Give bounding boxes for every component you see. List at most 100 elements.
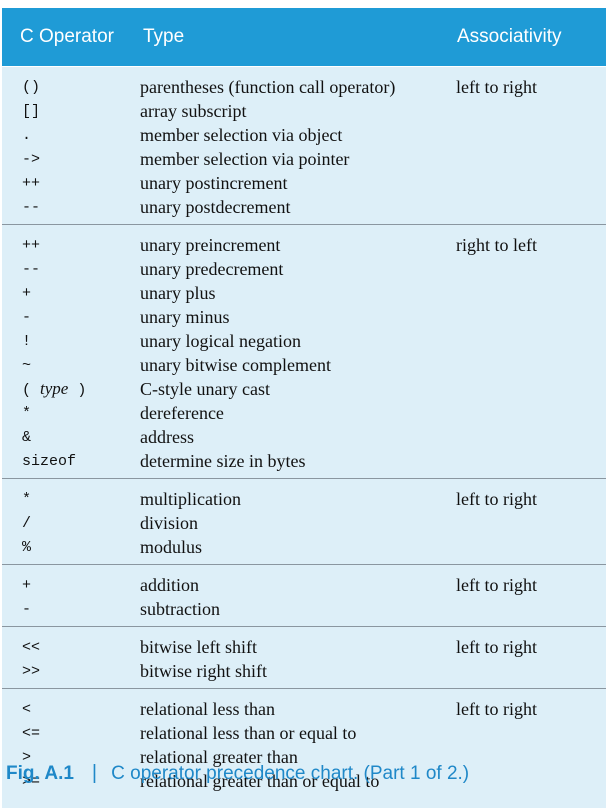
- type-cell: multiplication: [140, 488, 241, 509]
- table-row: / division: [2, 511, 606, 535]
- table-row: ++ unary preincrement right to left: [2, 233, 606, 257]
- type-cell: division: [140, 512, 199, 533]
- cast-type-placeholder: type: [40, 379, 69, 398]
- table-row: + addition left to right: [2, 573, 606, 597]
- operator-group: < relational less than left to right <= …: [2, 689, 606, 798]
- table-row: <= relational less than or equal to: [2, 721, 606, 745]
- type-cell: member selection via pointer: [140, 148, 350, 169]
- header-c-operator: C Operator: [20, 26, 114, 47]
- operator-cell: --: [22, 198, 41, 216]
- type-cell: addition: [140, 574, 199, 595]
- table-row: * multiplication left to right: [2, 487, 606, 511]
- operator-cell: /: [22, 514, 32, 532]
- table-row: ( type ) C-style unary cast: [2, 377, 606, 401]
- operator-cell: <: [22, 700, 32, 718]
- type-cell: relational greater than or equal to: [140, 770, 380, 791]
- type-cell: bitwise left shift: [140, 636, 257, 657]
- table-row: < relational less than left to right: [2, 697, 606, 721]
- operator-cell: (): [22, 78, 41, 96]
- operator-cell: .: [22, 126, 32, 144]
- caption-separator: |: [91, 762, 98, 784]
- associativity-cell: left to right: [456, 76, 537, 97]
- type-cell: unary logical negation: [140, 330, 301, 351]
- operator-cell: []: [22, 102, 41, 120]
- operator-cell: >>: [22, 662, 41, 680]
- cast-open-paren: (: [22, 382, 41, 399]
- table-row: * dereference: [2, 401, 606, 425]
- operator-cell: -: [22, 308, 32, 326]
- type-cell: bitwise right shift: [140, 660, 267, 681]
- type-cell: C-style unary cast: [140, 378, 270, 399]
- operator-group: + addition left to right - subtraction: [2, 565, 606, 627]
- figure-caption: Fig. A.1 | C operator precedence chart. …: [6, 762, 469, 785]
- type-cell: subtraction: [140, 598, 220, 619]
- type-cell: relational less than or equal to: [140, 722, 357, 743]
- table-row: ! unary logical negation: [2, 329, 606, 353]
- table-row: >= relational greater than or equal to: [2, 769, 606, 793]
- type-cell: unary postdecrement: [140, 196, 291, 217]
- type-cell: relational greater than: [140, 746, 298, 767]
- type-cell: unary minus: [140, 306, 230, 327]
- table-row: -> member selection via pointer: [2, 147, 606, 171]
- associativity-cell: right to left: [456, 234, 537, 255]
- operator-cell: <<: [22, 638, 41, 656]
- type-cell: modulus: [140, 536, 203, 557]
- type-cell: relational less than: [140, 698, 275, 719]
- table-row: . member selection via object: [2, 123, 606, 147]
- operator-cell: <=: [22, 724, 41, 742]
- table-row: - subtraction: [2, 597, 606, 621]
- table-row: ~ unary bitwise complement: [2, 353, 606, 377]
- caption-text: C operator precedence chart. (Part 1 of …: [111, 762, 470, 784]
- operator-cell: ->: [22, 150, 41, 168]
- type-cell: array subscript: [140, 100, 247, 121]
- associativity-cell: left to right: [456, 636, 537, 657]
- operator-cell: !: [22, 332, 32, 350]
- table-row: << bitwise left shift left to right: [2, 635, 606, 659]
- cast-close-paren: ): [68, 382, 87, 399]
- table-row: >> bitwise right shift: [2, 659, 606, 683]
- table-row: ++ unary postincrement: [2, 171, 606, 195]
- operator-cell: ( type ): [2, 379, 140, 399]
- type-cell: dereference: [140, 402, 224, 423]
- table-row: [] array subscript: [2, 99, 606, 123]
- table-row: -- unary postdecrement: [2, 195, 606, 219]
- type-cell: unary preincrement: [140, 234, 281, 255]
- table-row: () parentheses (function call operator) …: [2, 75, 606, 99]
- operator-cell: %: [22, 538, 32, 556]
- operator-group: ++ unary preincrement right to left -- u…: [2, 225, 606, 479]
- operator-cell: ++: [22, 174, 41, 192]
- operator-cell: >: [22, 748, 32, 766]
- operator-cell: +: [22, 576, 32, 594]
- associativity-cell: left to right: [456, 698, 537, 719]
- table-row: & address: [2, 425, 606, 449]
- type-cell: unary bitwise complement: [140, 354, 331, 375]
- operator-cell: -: [22, 600, 32, 618]
- table-row: > relational greater than: [2, 745, 606, 769]
- operator-cell: *: [22, 404, 32, 422]
- type-cell: parentheses (function call operator): [140, 76, 396, 97]
- type-cell: unary predecrement: [140, 258, 284, 279]
- operator-precedence-table: C Operator Type Associativity () parenth…: [2, 8, 606, 808]
- table-row: sizeof determine size in bytes: [2, 449, 606, 473]
- operator-group: * multiplication left to right / divisio…: [2, 479, 606, 565]
- operator-group: () parentheses (function call operator) …: [2, 67, 606, 225]
- header-type: Type: [143, 26, 185, 47]
- operator-cell: --: [22, 260, 41, 278]
- operator-cell: ++: [22, 236, 41, 254]
- type-cell: determine size in bytes: [140, 450, 306, 471]
- operator-group: << bitwise left shift left to right >> b…: [2, 627, 606, 689]
- table-body: () parentheses (function call operator) …: [2, 66, 606, 808]
- type-cell: unary plus: [140, 282, 216, 303]
- type-cell: unary postincrement: [140, 172, 288, 193]
- operator-cell: >=: [22, 772, 41, 790]
- header-associativity: Associativity: [457, 26, 562, 47]
- table-row: % modulus: [2, 535, 606, 559]
- associativity-cell: left to right: [456, 574, 537, 595]
- table-header: C Operator Type Associativity: [2, 8, 606, 66]
- figure-label: Fig. A.1: [6, 762, 74, 784]
- associativity-cell: left to right: [456, 488, 537, 509]
- operator-cell: ~: [22, 356, 32, 374]
- operator-cell: &: [22, 428, 32, 446]
- operator-cell: sizeof: [22, 452, 77, 470]
- type-cell: member selection via object: [140, 124, 343, 145]
